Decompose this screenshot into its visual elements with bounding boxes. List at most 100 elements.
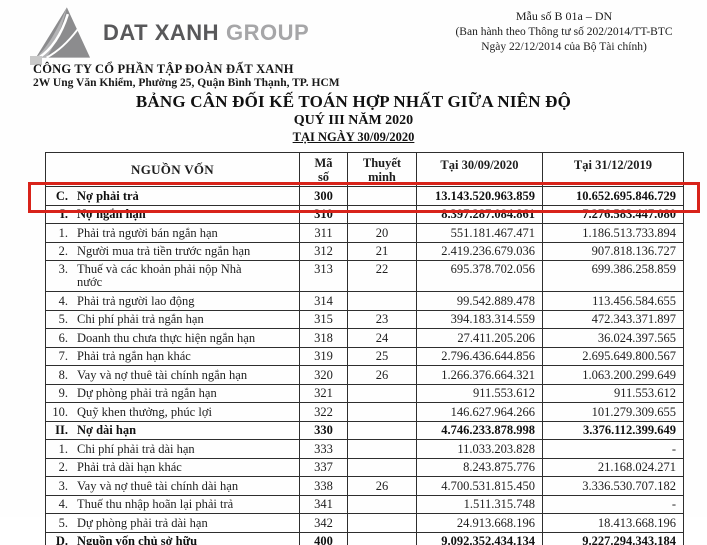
row-value-2019: 7.276.583.447.080 xyxy=(582,207,676,222)
table-row: D. Nguồn vốn chủ sở hữu 400 9.092.352.43… xyxy=(46,532,683,545)
row-code: 311 xyxy=(300,224,348,242)
table-row: C. Nợ phải trả 300 13.143.520.963.859 10… xyxy=(46,187,683,206)
row-label: Quỹ khen thưởng, phúc lợi xyxy=(77,404,212,419)
company-address: 2W Ung Văn Khiểm, Phường 25, Quận Bình T… xyxy=(33,77,340,89)
table-row: 1. Phải trả người bán ngắn hạn 311 20 55… xyxy=(46,224,683,243)
table-row: 5. Chi phí phải trả ngắn hạn 315 23 394.… xyxy=(46,310,683,329)
row-value-2019: 9.227.294.343.184 xyxy=(582,533,676,545)
table-row: II. Nợ dài hạn 330 4.746.233.878.998 3.3… xyxy=(46,421,683,440)
row-prefix: 10. xyxy=(52,404,68,419)
row-value-2019: 101.279.309.655 xyxy=(591,404,676,419)
row-code: 330 xyxy=(300,421,348,439)
row-note xyxy=(348,403,417,421)
logo-brand-suffix: GROUP xyxy=(226,19,310,45)
report-period: QUÝ III NĂM 2020 xyxy=(293,113,414,128)
table-row: 1. Chi phí phải trả dài hạn 333 11.033.2… xyxy=(46,440,683,459)
balance-sheet-table: NGUỒN VỐN Mã số Thuyết minh Tại 30/09/20… xyxy=(45,152,684,545)
row-value-2020: 394.183.314.559 xyxy=(417,310,543,328)
form-circular: (Ban hành theo Thông tư số 202/2014/TT-B… xyxy=(455,25,673,38)
row-value-2019: 1.063.200.299.649 xyxy=(582,367,676,382)
scan-artifact xyxy=(30,56,42,65)
row-value-2019: 21.168.024.271 xyxy=(597,460,676,475)
form-reference-block: Mẫu số B 01a – DN (Ban hành theo Thông t… xyxy=(424,9,704,55)
row-value-2019: 699.386.258.859 xyxy=(591,261,676,276)
row-note xyxy=(348,384,417,402)
row-prefix: 2. xyxy=(58,244,68,259)
row-value-2020: 2.796.436.644.856 xyxy=(417,347,543,365)
row-value-2020: 4.746.233.878.998 xyxy=(417,421,543,439)
row-prefix: 3. xyxy=(58,478,68,493)
row-code: 322 xyxy=(300,403,348,421)
table-row: 2. Người mua trả tiền trước ngắn hạn 312… xyxy=(46,242,683,261)
row-prefix: 4. xyxy=(58,293,68,308)
row-note xyxy=(348,205,417,223)
table-row: 2. Phải trả dài hạn khác 337 8.243.875.7… xyxy=(46,458,683,477)
row-label: Nợ ngắn hạn xyxy=(77,207,146,222)
row-code: 319 xyxy=(300,347,348,365)
report-date: TẠI NGÀY 30/09/2020 xyxy=(292,130,415,144)
row-label: Vay và nợ thuê tài chính dài hạn xyxy=(77,478,239,493)
row-value-2020: 8.397.287.084.861 xyxy=(417,205,543,223)
logo-wordmark: DAT XANH GROUP xyxy=(103,20,309,46)
row-note: 20 xyxy=(348,224,417,242)
row-value-2020: 99.542.889.478 xyxy=(417,292,543,310)
row-label: Nguồn vốn chủ sở hữu xyxy=(77,533,198,545)
logo-brand: DAT XANH xyxy=(103,19,220,45)
row-value-2020: 551.181.467.471 xyxy=(417,224,543,242)
header-ma-so: Mã số xyxy=(300,153,348,186)
row-value-2019: 36.024.397.565 xyxy=(597,330,676,345)
row-label: Phải trả người bán ngắn hạn xyxy=(77,225,218,240)
row-note xyxy=(348,292,417,310)
row-note xyxy=(348,532,417,545)
row-value-2020: 146.627.964.266 xyxy=(417,403,543,421)
row-code: 300 xyxy=(300,187,348,205)
row-code: 321 xyxy=(300,384,348,402)
row-prefix: 2. xyxy=(58,460,68,475)
row-value-2019: 113.456.584.655 xyxy=(592,293,676,308)
row-value-2019: 10.652.695.846.729 xyxy=(576,188,676,203)
row-value-2020: 695.378.702.056 xyxy=(417,261,543,291)
row-note xyxy=(348,421,417,439)
table-row: 3. Vay và nợ thuê tài chính dài hạn 338 … xyxy=(46,477,683,496)
row-code: 338 xyxy=(300,477,348,495)
row-label: Phải trả dài hạn khác xyxy=(77,460,182,475)
row-prefix: 4. xyxy=(58,497,68,512)
table-row: I. Nợ ngắn hạn 310 8.397.287.084.861 7.2… xyxy=(46,205,683,224)
row-prefix: 1. xyxy=(58,441,68,456)
row-label: Người mua trả tiền trước ngắn hạn xyxy=(77,244,251,259)
table-header-row: NGUỒN VỐN Mã số Thuyết minh Tại 30/09/20… xyxy=(46,153,683,187)
row-value-2020: 27.411.205.206 xyxy=(417,329,543,347)
header-col-2019: Tại 31/12/2019 xyxy=(573,158,653,172)
header-thuyet-minh: Thuyết minh xyxy=(348,153,417,186)
row-code: 315 xyxy=(300,310,348,328)
row-label: Nợ dài hạn xyxy=(77,423,137,438)
row-value-2020: 13.143.520.963.859 xyxy=(417,187,543,205)
table-row: 3. Thuế và các khoản phải nộp Nhà nước 3… xyxy=(46,261,683,292)
table-row: 7. Phải trả ngắn hạn khác 319 25 2.796.4… xyxy=(46,347,683,366)
row-value-2020: 4.700.531.815.450 xyxy=(417,477,543,495)
row-value-2019: - xyxy=(671,497,676,512)
table-row: 8. Vay và nợ thuê tài chính ngắn hạn 320… xyxy=(46,366,683,385)
row-prefix: 9. xyxy=(58,386,68,401)
row-label: Phải trả người lao động xyxy=(77,293,195,308)
row-note: 24 xyxy=(348,329,417,347)
row-value-2019: 472.343.371.897 xyxy=(591,312,676,327)
row-code: 314 xyxy=(300,292,348,310)
row-label: Vay và nợ thuê tài chính ngắn hạn xyxy=(77,367,248,382)
row-prefix: 8. xyxy=(58,367,68,382)
table-row: 4. Phải trả người lao động 314 99.542.88… xyxy=(46,292,683,311)
row-note xyxy=(348,458,417,476)
row-code: 333 xyxy=(300,440,348,458)
row-note: 22 xyxy=(348,261,417,291)
row-code: 320 xyxy=(300,366,348,384)
row-label: Doanh thu chưa thực hiện ngắn hạn xyxy=(77,330,256,345)
row-prefix: II. xyxy=(55,423,68,438)
row-prefix: C. xyxy=(55,188,68,203)
row-note: 21 xyxy=(348,242,417,260)
row-prefix: 3. xyxy=(58,261,68,276)
dat-xanh-pyramid-icon xyxy=(34,5,92,60)
row-label: Phải trả ngắn hạn khác xyxy=(77,349,191,364)
row-value-2020: 911.553.612 xyxy=(417,384,543,402)
form-date: Ngày 22/12/2014 của Bộ Tài chính) xyxy=(481,41,647,53)
row-value-2020: 2.419.236.679.036 xyxy=(417,242,543,260)
